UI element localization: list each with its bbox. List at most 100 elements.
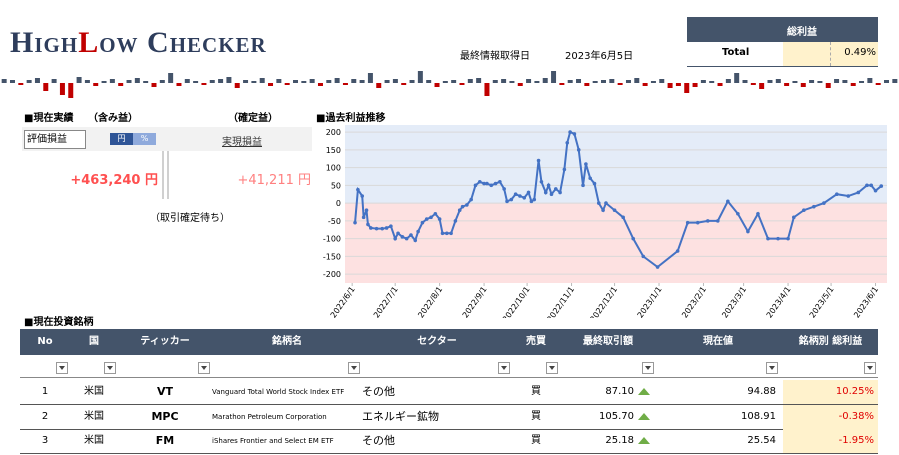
column-header: 現在値 [703, 336, 733, 347]
profit-point [380, 226, 385, 231]
table-cell: 買 [531, 410, 541, 422]
daily-bar [850, 83, 856, 86]
y-tick-label: -50 [328, 217, 341, 226]
table-cell: その他 [362, 385, 395, 398]
profit-point [581, 183, 585, 188]
daily-bar [875, 83, 881, 85]
profit-point [420, 220, 425, 225]
x-tick-label: 2022/11/1 [545, 285, 576, 318]
table-cell: MPC [151, 409, 179, 423]
profit-point [526, 190, 531, 195]
profit-point [460, 204, 465, 209]
profit-point [776, 236, 780, 241]
profit-point [812, 204, 816, 209]
profit-point [409, 233, 413, 237]
profit-point [746, 229, 750, 234]
table-cell: 94.88 [747, 386, 776, 397]
profit-point [424, 217, 429, 221]
trend-icon [638, 437, 650, 444]
y-tick-label: 150 [326, 146, 341, 155]
filter-button[interactable] [198, 362, 210, 374]
daily-bar [717, 83, 723, 86]
profit-point [736, 211, 740, 216]
daily-bar [401, 83, 407, 85]
daily-bar [9, 80, 15, 83]
filter-button[interactable] [56, 362, 68, 374]
daily-bar [476, 78, 482, 83]
trend-icon [638, 412, 650, 420]
filter-button[interactable] [546, 362, 558, 374]
column-header: 国 [89, 336, 99, 347]
table-cell: Vanguard Total World Stock Index ETF [212, 388, 345, 396]
table-cell: -1.95% [838, 435, 874, 446]
profit-point [655, 265, 660, 269]
profit-point [873, 188, 878, 193]
daily-bar [509, 81, 515, 83]
mode-select[interactable]: 評価損益 [24, 130, 86, 149]
realized-link[interactable]: 実現損益 [222, 137, 262, 148]
toggle-yen[interactable]: 円 [110, 133, 133, 145]
daily-bar [517, 83, 523, 86]
daily-bar [617, 83, 623, 85]
daily-bar [426, 80, 432, 83]
daily-bar [68, 83, 74, 98]
daily-bar [184, 79, 190, 83]
table-cell: FM [155, 434, 175, 447]
pct-cell-bg [783, 380, 878, 404]
filter-button[interactable] [104, 362, 116, 374]
daily-bar [301, 81, 307, 83]
filter-button[interactable] [348, 362, 360, 374]
profit-point [856, 190, 861, 195]
toggle[interactable]: 円 % [110, 133, 156, 145]
daily-bar [542, 78, 548, 83]
daily-bar [817, 81, 823, 83]
filter-button[interactable] [766, 362, 778, 374]
profit-point [529, 199, 534, 204]
profit-point [641, 254, 646, 259]
y-tick-label: 100 [326, 164, 341, 173]
profit-point [865, 183, 869, 188]
profit-point [389, 224, 393, 228]
daily-bar [226, 77, 232, 83]
daily-bar [351, 79, 357, 83]
profit-point [437, 217, 442, 221]
filter-button[interactable] [498, 362, 510, 374]
daily-bar [684, 83, 690, 93]
profit-point [695, 220, 700, 225]
daily-bar [750, 83, 756, 85]
divider [167, 151, 169, 199]
x-tick-label: 2023/5/1 [808, 285, 836, 318]
profit-point [601, 208, 605, 213]
daily-bar [168, 73, 174, 83]
filter-button[interactable] [642, 362, 654, 374]
profit-point [465, 203, 469, 207]
profit-point [675, 249, 680, 253]
toggle-pct[interactable]: % [133, 133, 156, 145]
daily-bar [867, 78, 873, 83]
table-cell: 25.18 [605, 435, 634, 446]
row-line [20, 404, 878, 405]
daily-bar [709, 81, 715, 83]
daily-bar [692, 83, 698, 87]
profit-point [400, 235, 405, 239]
chart-title: ■過去利益推移 [316, 113, 386, 124]
y-tick-label: 200 [326, 128, 341, 137]
summary-header-text: 総利益 [787, 27, 817, 38]
profit-point [482, 181, 486, 186]
profit-point [588, 176, 592, 181]
profit-point [766, 236, 770, 241]
daily-bar [659, 79, 665, 83]
profit-point [384, 226, 389, 230]
logo-part: L [78, 26, 100, 59]
profit-point [366, 222, 370, 227]
daily-bar [326, 80, 332, 83]
realized-value: +41,211 円 [237, 173, 311, 188]
daily-bar [109, 79, 115, 83]
daily-bar [551, 71, 557, 83]
profit-point [393, 236, 397, 241]
table-header [20, 329, 878, 355]
profit-point [546, 183, 551, 188]
profit-point [716, 219, 720, 223]
x-tick-label: 2023/3/1 [720, 285, 748, 318]
filter-button[interactable] [864, 362, 876, 374]
